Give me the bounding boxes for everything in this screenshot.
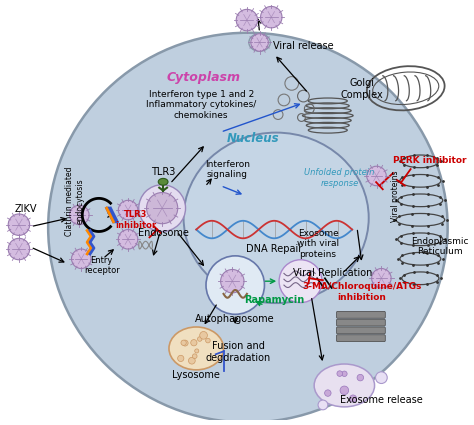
Text: Viral proteins: Viral proteins bbox=[392, 170, 401, 222]
Ellipse shape bbox=[169, 327, 224, 370]
Circle shape bbox=[325, 390, 331, 396]
Circle shape bbox=[118, 230, 138, 249]
Text: TLR3: TLR3 bbox=[151, 167, 175, 177]
Text: TLR3
inhibitor: TLR3 inhibitor bbox=[115, 210, 156, 230]
Circle shape bbox=[118, 200, 138, 220]
Text: Endosome: Endosome bbox=[137, 228, 189, 238]
Text: ZIKV: ZIKV bbox=[15, 204, 37, 214]
Circle shape bbox=[367, 166, 386, 186]
Circle shape bbox=[181, 340, 186, 346]
Ellipse shape bbox=[183, 133, 369, 303]
Circle shape bbox=[357, 374, 364, 381]
Circle shape bbox=[146, 193, 178, 224]
Text: Interferon type 1 and 2
Inflammatory cytokines/
chemokines: Interferon type 1 and 2 Inflammatory cyt… bbox=[146, 90, 256, 119]
Circle shape bbox=[342, 371, 347, 377]
Ellipse shape bbox=[314, 364, 374, 407]
Circle shape bbox=[198, 337, 202, 341]
Circle shape bbox=[206, 338, 210, 343]
Text: Viral release: Viral release bbox=[273, 41, 334, 51]
Text: DNA Repair: DNA Repair bbox=[246, 244, 302, 254]
Text: Entry
receptor: Entry receptor bbox=[84, 256, 119, 275]
Circle shape bbox=[340, 386, 349, 395]
FancyBboxPatch shape bbox=[337, 319, 385, 326]
Text: Clathrin mediated
endocytosis: Clathrin mediated endocytosis bbox=[65, 167, 84, 236]
Ellipse shape bbox=[249, 34, 270, 51]
Text: PERK inhibitor: PERK inhibitor bbox=[393, 156, 467, 165]
Circle shape bbox=[236, 9, 258, 31]
Text: Nucleus: Nucleus bbox=[227, 132, 279, 145]
Circle shape bbox=[261, 6, 282, 28]
Circle shape bbox=[70, 205, 89, 225]
Circle shape bbox=[251, 34, 268, 51]
Circle shape bbox=[192, 354, 197, 359]
Text: Fusion and
degdradation: Fusion and degdradation bbox=[206, 341, 271, 363]
Circle shape bbox=[178, 355, 184, 362]
Text: Autophagosome: Autophagosome bbox=[195, 314, 275, 324]
Text: Unfolded protein
response: Unfolded protein response bbox=[304, 168, 374, 188]
FancyBboxPatch shape bbox=[337, 327, 385, 334]
Circle shape bbox=[220, 269, 244, 293]
Text: Rapamycin: Rapamycin bbox=[244, 295, 304, 305]
Circle shape bbox=[372, 269, 391, 288]
Circle shape bbox=[375, 372, 387, 383]
FancyBboxPatch shape bbox=[337, 335, 385, 342]
Ellipse shape bbox=[158, 178, 168, 185]
Text: Cytoplasm: Cytoplasm bbox=[166, 71, 240, 85]
Circle shape bbox=[337, 371, 343, 377]
Text: Endoplasmic
Reticulum: Endoplasmic Reticulum bbox=[411, 236, 469, 256]
Circle shape bbox=[279, 260, 322, 303]
Circle shape bbox=[8, 214, 30, 235]
Text: Lysosome: Lysosome bbox=[173, 370, 220, 380]
Text: Interferon
signaling: Interferon signaling bbox=[205, 159, 250, 179]
Circle shape bbox=[191, 340, 197, 346]
Circle shape bbox=[72, 249, 91, 269]
Circle shape bbox=[200, 332, 208, 339]
Circle shape bbox=[8, 238, 30, 260]
Text: Exosome
with viral
proteins: Exosome with viral proteins bbox=[297, 229, 339, 259]
Circle shape bbox=[189, 357, 195, 364]
Circle shape bbox=[139, 185, 185, 232]
Circle shape bbox=[195, 349, 199, 353]
Circle shape bbox=[206, 256, 264, 314]
Circle shape bbox=[318, 400, 328, 410]
FancyBboxPatch shape bbox=[337, 312, 385, 318]
Text: 3-MA/Chloroquine/ATGs
inhibition: 3-MA/Chloroquine/ATGs inhibition bbox=[302, 282, 421, 302]
Text: Golgi
Complex: Golgi Complex bbox=[340, 79, 383, 100]
Text: Viral Replication: Viral Replication bbox=[293, 268, 373, 278]
Circle shape bbox=[349, 395, 356, 402]
Ellipse shape bbox=[48, 33, 447, 422]
Circle shape bbox=[182, 340, 188, 346]
Text: Exosome release: Exosome release bbox=[340, 395, 423, 405]
